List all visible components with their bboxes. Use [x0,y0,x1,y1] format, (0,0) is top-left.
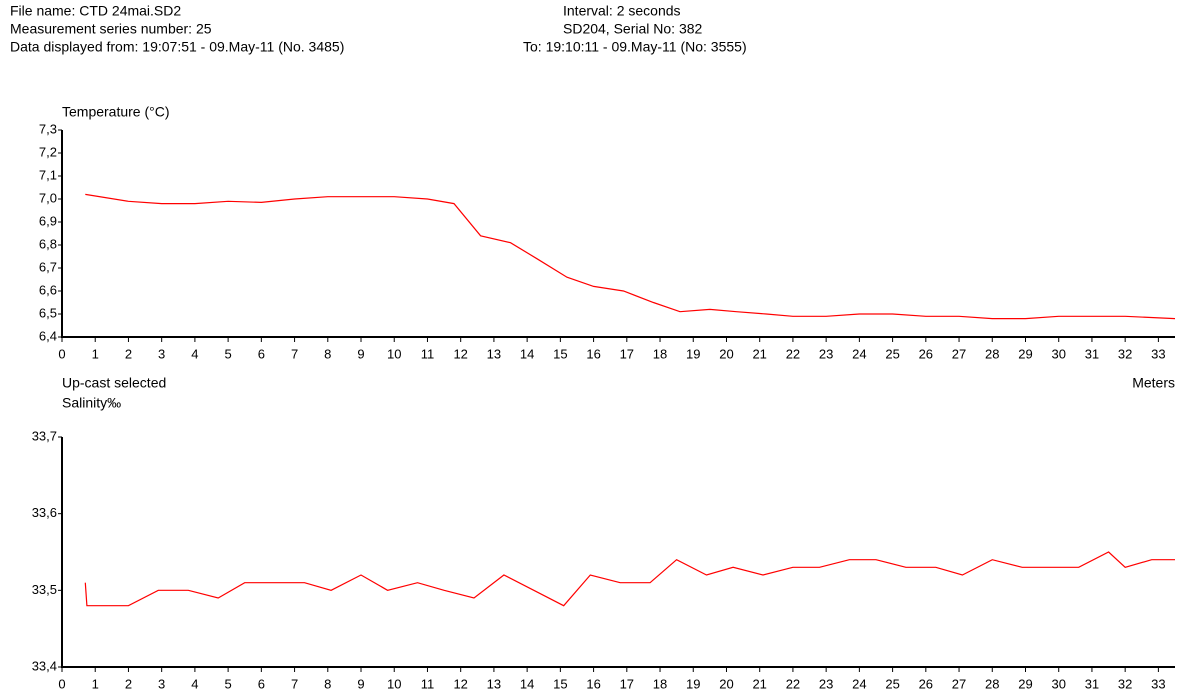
x-tick-label: 20 [719,346,733,361]
x-tick-label: 33 [1151,346,1165,361]
y-tick-label: 6,8 [39,236,57,251]
x-tick-label: 27 [952,346,966,361]
x-tick-label: 5 [225,676,232,691]
x-tick-label: 25 [885,346,899,361]
x-tick-label: 0 [58,346,65,361]
data-line [85,193,1176,320]
x-tick-label: 8 [324,676,331,691]
x-tick-label: 32 [1118,346,1132,361]
x-tick-label: 4 [191,676,198,691]
x-tick-label: 12 [453,346,467,361]
x-tick-label: 14 [520,676,534,691]
interval: Interval: 2 seconds [563,3,681,19]
x-tick-label: 17 [620,676,634,691]
series-number: Measurement series number: 25 [10,21,212,37]
chart-title: Temperature (°C) [62,104,170,120]
y-tick-label: 6,5 [39,305,57,320]
x-tick-label: 21 [752,346,766,361]
x-tick-label: 7 [291,346,298,361]
x-tick-label: 21 [752,676,766,691]
x-tick-label: 17 [620,346,634,361]
x-tick-label: 15 [553,676,567,691]
y-tick-label: 7,3 [39,121,57,136]
x-tick-label: 1 [92,676,99,691]
y-tick-label: 7,0 [39,190,57,205]
x-tick-label: 9 [357,676,364,691]
x-tick-label: 10 [387,676,401,691]
x-tick-label: 13 [487,676,501,691]
x-tick-label: 16 [586,676,600,691]
x-tick-label: 11 [421,346,435,361]
x-tick-label: 3 [158,676,165,691]
file-name: File name: CTD 24mai.SD2 [10,3,181,19]
x-tick-label: 9 [357,346,364,361]
displayed-to: To: 19:10:11 - 09.May-11 (No: 3555) [523,39,747,55]
x-tick-label: 24 [852,346,866,361]
displayed-from: Data displayed from: 19:07:51 - 09.May-1… [10,39,344,55]
y-tick-label: 33,4 [32,658,57,673]
x-tick-label: 20 [719,676,733,691]
cast-label: Up-cast selected [62,375,166,391]
x-tick-label: 0 [58,676,65,691]
x-tick-label: 31 [1085,676,1099,691]
y-tick-label: 6,6 [39,282,57,297]
x-tick-label: 32 [1118,676,1132,691]
x-tick-label: 2 [125,676,132,691]
x-tick-label: 26 [919,346,933,361]
x-tick-label: 7 [291,676,298,691]
y-tick-label: 6,9 [39,213,57,228]
x-tick-label: 19 [686,346,700,361]
x-tick-label: 28 [985,346,999,361]
serial: SD204, Serial No: 382 [563,21,703,37]
x-tick-label: 12 [453,676,467,691]
x-tick-label: 33 [1151,676,1165,691]
x-tick-label: 10 [387,346,401,361]
x-tick-label: 22 [786,346,800,361]
x-tick-label: 23 [819,676,833,691]
x-tick-label: 18 [653,346,667,361]
x-tick-label: 29 [1018,346,1032,361]
x-tick-label: 6 [258,676,265,691]
x-tick-label: 30 [1051,676,1065,691]
y-tick-label: 33,6 [32,505,57,520]
chart-title: Salinity‰ [62,395,121,411]
x-tick-label: 29 [1018,676,1032,691]
x-axis-label: Meters [1132,375,1175,391]
x-tick-label: 6 [258,346,265,361]
x-tick-label: 1 [92,346,99,361]
x-tick-label: 4 [191,346,198,361]
x-tick-label: 23 [819,346,833,361]
x-tick-label: 13 [487,346,501,361]
x-tick-label: 19 [686,676,700,691]
data-line [84,551,1175,607]
x-tick-label: 25 [885,676,899,691]
x-tick-label: 22 [786,676,800,691]
x-tick-label: 31 [1085,346,1099,361]
x-tick-label: 28 [985,676,999,691]
y-tick-label: 6,7 [39,259,57,274]
x-tick-label: 27 [952,676,966,691]
x-tick-label: 8 [324,346,331,361]
y-tick-label: 7,1 [39,167,57,182]
x-tick-label: 26 [919,676,933,691]
y-tick-label: 6,4 [39,328,57,343]
y-tick-label: 7,2 [39,144,57,159]
x-tick-label: 14 [520,346,534,361]
x-tick-label: 3 [158,346,165,361]
x-tick-label: 30 [1051,346,1065,361]
y-tick-label: 33,5 [32,582,57,597]
x-tick-label: 2 [125,346,132,361]
x-tick-label: 18 [653,676,667,691]
x-tick-label: 11 [421,676,435,691]
x-tick-label: 5 [225,346,232,361]
x-tick-label: 24 [852,676,866,691]
y-tick-label: 33,7 [32,428,57,443]
x-tick-label: 16 [586,346,600,361]
x-tick-label: 15 [553,346,567,361]
